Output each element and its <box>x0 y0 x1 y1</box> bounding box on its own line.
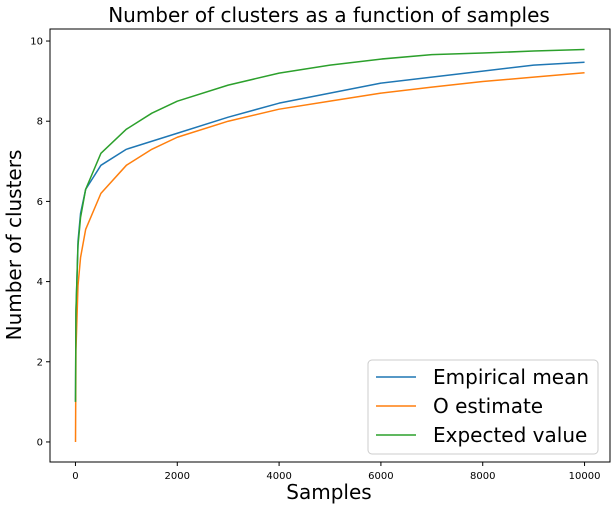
x-tick-label: 10000 <box>569 471 601 482</box>
y-axis-label: Number of clusters <box>2 150 26 341</box>
series-group <box>74 48 585 442</box>
legend-label: Expected value <box>433 423 587 447</box>
x-tick-label: 6000 <box>368 471 393 482</box>
x-tick-label: 8000 <box>470 471 495 482</box>
x-tick-label: 4000 <box>266 471 291 482</box>
series-line-3 <box>74 48 585 402</box>
y-tick-label: 2 <box>37 357 43 368</box>
y-tick-label: 6 <box>37 197 43 208</box>
x-axis-label: Samples <box>286 480 371 504</box>
x-axis: 0 2000 4000 6000 8000 10000 <box>72 462 600 482</box>
y-tick-label: 8 <box>37 117 43 128</box>
x-tick-label: 2000 <box>165 471 190 482</box>
legend-label: Empirical mean <box>433 365 589 389</box>
legend-label: O estimate <box>433 394 543 418</box>
x-tick-label: 0 <box>72 471 78 482</box>
plot-area <box>49 28 611 463</box>
chart-title: Number of clusters as a function of samp… <box>108 3 550 27</box>
legend: Empirical mean O estimate Expected value <box>367 359 599 455</box>
legend-box <box>367 359 599 455</box>
series-line-2 <box>74 71 585 442</box>
y-tick-label: 10 <box>30 37 43 48</box>
y-tick-label: 0 <box>37 437 43 448</box>
y-axis: 0 2 4 6 8 10 <box>30 37 50 448</box>
y-tick-label: 4 <box>37 277 43 288</box>
